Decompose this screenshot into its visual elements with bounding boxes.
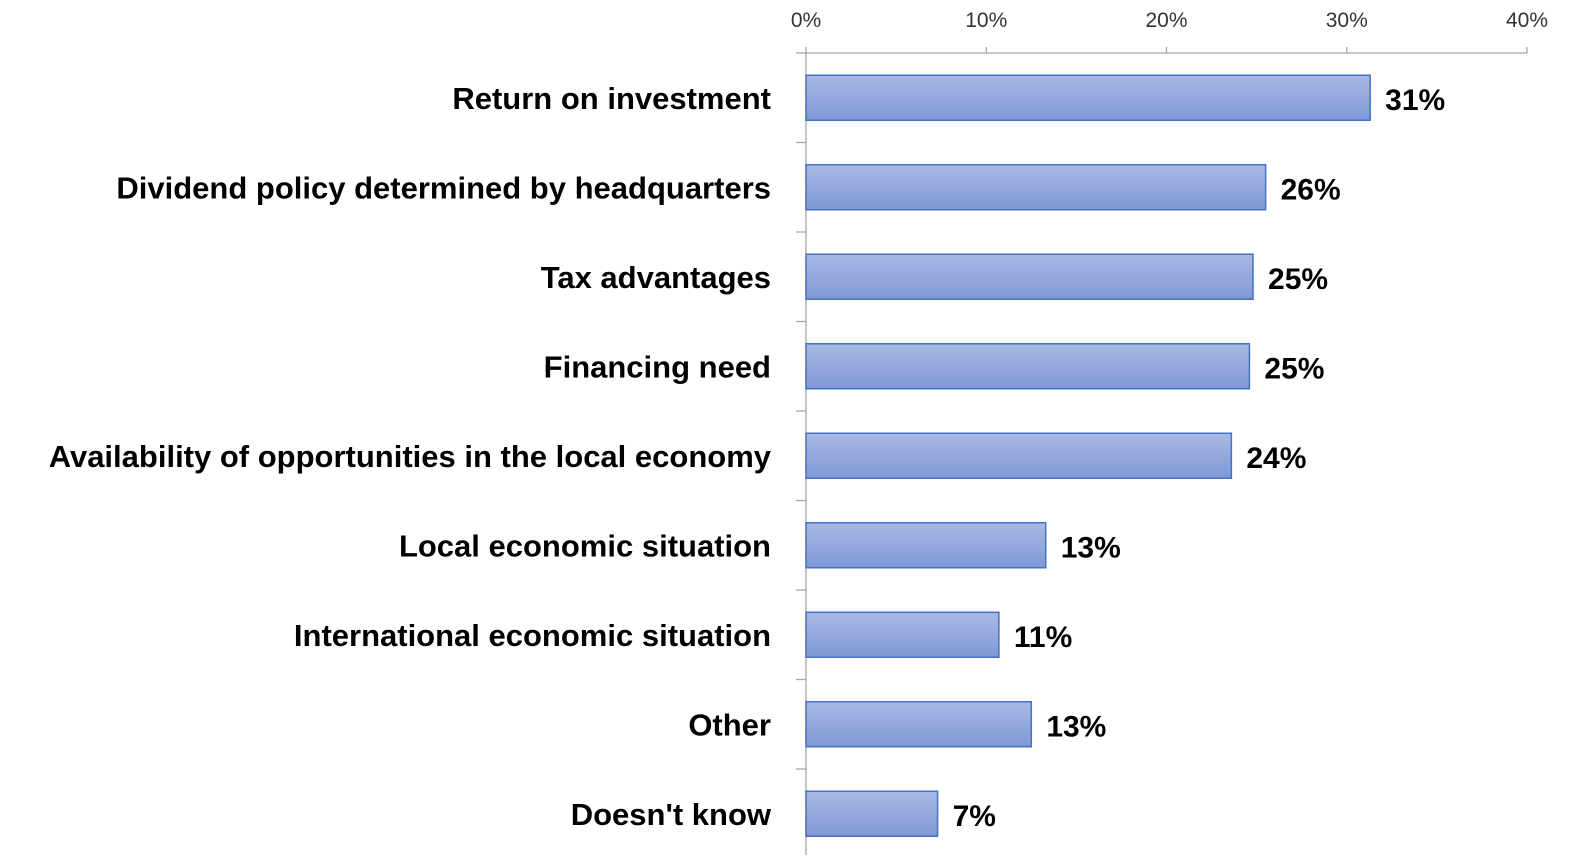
category-label: Financing need xyxy=(544,349,771,384)
bar xyxy=(805,611,1000,658)
data-label: 13% xyxy=(1046,710,1106,743)
category-label: Tax advantages xyxy=(541,260,771,295)
bar xyxy=(805,343,1251,390)
data-label: 25% xyxy=(1264,352,1324,385)
category-label: Return on investment xyxy=(452,81,771,116)
data-label: 24% xyxy=(1246,442,1306,475)
data-label: 7% xyxy=(953,800,996,833)
bar xyxy=(805,790,939,837)
data-label: 26% xyxy=(1281,173,1341,206)
data-label: 31% xyxy=(1385,84,1445,117)
data-label: 11% xyxy=(1014,621,1072,654)
data-label: 25% xyxy=(1268,263,1328,296)
category-label: International economic situation xyxy=(294,618,771,653)
category-label: Local economic situation xyxy=(399,528,771,563)
x-tick-label: 0% xyxy=(791,9,821,32)
category-label: Doesn't know xyxy=(571,797,772,832)
bar xyxy=(805,253,1254,300)
data-label: 13% xyxy=(1061,531,1121,564)
x-tick-label: 40% xyxy=(1506,9,1548,32)
bar xyxy=(805,701,1033,748)
category-label: Dividend policy determined by headquarte… xyxy=(116,170,771,205)
bar xyxy=(805,164,1267,211)
bar xyxy=(805,74,1371,121)
x-tick-label: 30% xyxy=(1326,9,1368,32)
bar xyxy=(805,522,1047,569)
category-label: Other xyxy=(688,707,771,742)
x-tick-label: 20% xyxy=(1145,9,1187,32)
x-tick-label: 10% xyxy=(965,9,1007,32)
labels: Return on investment 31% Dividend policy d… xyxy=(49,81,1446,833)
bar xyxy=(805,432,1233,479)
bars xyxy=(805,74,1371,837)
category-label: Availability of opportunities in the loc… xyxy=(49,439,772,474)
